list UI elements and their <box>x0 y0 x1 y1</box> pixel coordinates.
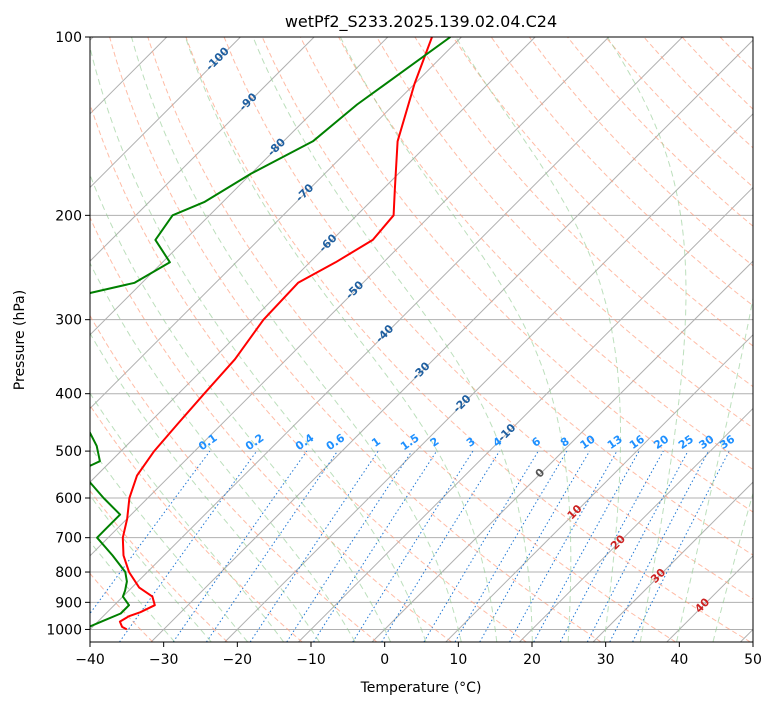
isotherm <box>371 260 753 642</box>
moist-adiabats <box>90 37 753 642</box>
y-tick-label: 500 <box>55 444 82 460</box>
x-tick-label: 50 <box>744 652 762 668</box>
mixing-ratio-line <box>205 450 338 642</box>
y-axis-title: Pressure (hPa) <box>12 290 28 390</box>
dry-adiabats <box>90 37 753 642</box>
x-tick-label: 40 <box>670 652 688 668</box>
y-tick-label: 1000 <box>46 622 82 638</box>
dry-adiabat <box>338 37 753 471</box>
x-tick-label: 20 <box>523 652 541 668</box>
dry-adiabat <box>90 404 303 642</box>
isotherm <box>90 37 389 336</box>
dry-adiabat <box>414 37 753 388</box>
y-tick-label: 300 <box>55 313 82 329</box>
isotherm <box>445 334 753 642</box>
dewpoint-line <box>90 37 451 628</box>
mixing-ratio-line <box>632 450 730 642</box>
x-tick-label: −10 <box>296 652 326 668</box>
sounding-series <box>90 37 451 631</box>
x-tick-label: −30 <box>149 652 179 668</box>
y-tick-label: 100 <box>55 30 82 46</box>
moist-adiabat <box>90 392 285 642</box>
grid-lines <box>90 37 753 642</box>
moist-adiabat <box>90 45 427 642</box>
dry-adiabat <box>109 37 602 642</box>
x-tick-label: 30 <box>597 652 615 668</box>
isotherm <box>224 113 753 642</box>
dry-adiabat <box>90 572 154 642</box>
dry-adiabat <box>147 37 676 642</box>
moist-adiabat <box>339 37 572 642</box>
moist-adiabat <box>184 37 498 642</box>
mixing-ratio-line <box>249 450 379 642</box>
isotherm <box>150 39 753 642</box>
dry-adiabat <box>90 489 228 642</box>
moist-adiabat <box>90 261 356 642</box>
dry-adiabat <box>490 37 753 307</box>
mixing-ratio-line <box>119 450 258 642</box>
moist-adiabat <box>90 445 249 642</box>
plot-frame <box>89 36 754 643</box>
mixing-ratio-line <box>533 450 640 642</box>
dry-adiabat <box>185 37 751 642</box>
dry-adiabat <box>90 216 452 642</box>
x-tick-label: 10 <box>449 652 467 668</box>
y-tick-label: 800 <box>55 565 82 581</box>
moist-adiabat <box>90 173 392 642</box>
temperature-line <box>118 37 433 631</box>
y-tick-label: 400 <box>55 387 82 403</box>
dry-adiabat <box>90 102 527 642</box>
isotherm <box>90 37 315 262</box>
isotherm <box>298 186 753 642</box>
mixing-ratio-line <box>559 450 664 642</box>
moist-adiabat <box>90 332 320 642</box>
isotherm <box>90 37 241 189</box>
moist-adiabat <box>252 37 533 642</box>
dry-adiabat <box>90 314 378 642</box>
y-tick-label: 200 <box>55 208 82 224</box>
mixing-ratio-line <box>352 450 474 642</box>
isotherm <box>90 37 536 483</box>
moist-adiabat <box>131 37 462 642</box>
dry-adiabat <box>261 37 753 556</box>
axis-ticks: −40 −30 −20 −10 0 10 20 30 40 50 100 200 300 400 500 60… <box>46 30 762 668</box>
mixing-ratio-line <box>509 450 618 642</box>
x-tick-label: −20 <box>223 652 253 668</box>
mixing-ratio-line <box>313 450 438 642</box>
x-tick-label: 0 <box>380 652 389 668</box>
y-tick-label: 600 <box>55 491 82 507</box>
chart-title: wetPf2_S233.2025.139.02.04.C24 <box>285 12 557 32</box>
isotherm <box>519 407 753 642</box>
isotherm <box>90 37 610 557</box>
moist-adiabat <box>90 494 212 642</box>
isotherm <box>90 37 462 410</box>
moist-adiabat <box>676 295 753 642</box>
y-tick-label: 700 <box>55 531 82 547</box>
moist-adiabat <box>90 540 176 642</box>
moist-adiabat <box>607 37 687 642</box>
y-tick-label: 900 <box>55 595 82 611</box>
x-tick-label: −40 <box>75 652 105 668</box>
x-axis-title: Temperature (°C) <box>360 680 482 696</box>
isotherm <box>592 481 753 642</box>
isotherm <box>90 37 683 631</box>
mixing-ratio-line <box>286 450 413 642</box>
dry-adiabat <box>223 37 753 600</box>
mixing-ratio-line <box>381 450 500 642</box>
moist-adiabat <box>455 37 621 642</box>
mixing-ratio-line <box>172 450 308 642</box>
moist-adiabat <box>712 491 753 642</box>
